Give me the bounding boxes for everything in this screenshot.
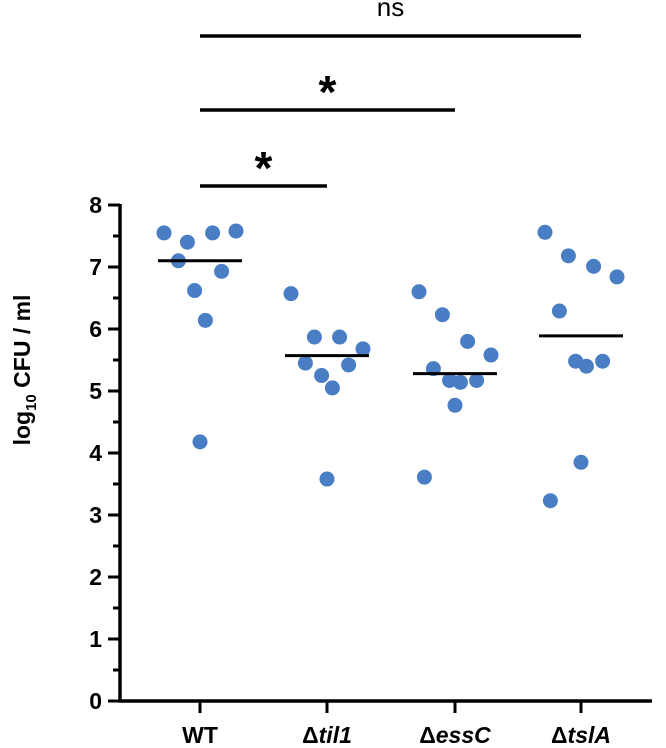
- y-tick-label: 6: [89, 316, 102, 342]
- data-point: [469, 372, 485, 388]
- data-point: [324, 380, 340, 396]
- significance-label: ns: [377, 0, 404, 22]
- data-point: [573, 454, 589, 470]
- data-point: [411, 284, 427, 300]
- data-point: [156, 225, 172, 241]
- y-tick-label: 4: [89, 440, 102, 466]
- data-point: [434, 307, 450, 323]
- y-tick-label: 5: [89, 378, 102, 404]
- x-category-label: ΔessC: [419, 722, 491, 748]
- data-point: [452, 374, 468, 390]
- y-tick-label: 0: [89, 688, 102, 714]
- significance-label: *: [319, 66, 337, 118]
- data-point: [483, 347, 499, 363]
- data-point: [319, 471, 335, 487]
- data-point: [187, 283, 203, 299]
- y-tick-label: 7: [89, 254, 102, 280]
- y-tick-label: 8: [89, 192, 102, 218]
- y-tick-label: 3: [89, 502, 102, 528]
- y-axis: 0 1 2 3 4 5 6 7 8: [89, 192, 652, 714]
- data-point: [297, 355, 313, 371]
- data-point: [192, 434, 208, 450]
- y-axis-label-sub: 10: [23, 394, 40, 411]
- data-point: [542, 493, 558, 509]
- data-point: [537, 224, 553, 240]
- data-point: [283, 286, 299, 302]
- data-point: [595, 353, 611, 369]
- y-axis-label: log10 CFU / ml: [9, 295, 40, 446]
- data-point: [306, 329, 322, 345]
- y-axis-label-main: log: [9, 411, 35, 446]
- y-axis-label-rest: CFU / ml: [9, 295, 35, 395]
- x-category-label: Δtil1: [302, 722, 352, 748]
- data-point: [332, 329, 348, 345]
- data-point: [578, 358, 594, 374]
- data-point: [609, 269, 625, 285]
- data-point: [447, 397, 463, 413]
- significance-brackets: ns * *: [200, 0, 581, 194]
- y-tick-label: 1: [89, 626, 102, 652]
- data-point: [214, 263, 230, 279]
- data-point: [355, 341, 371, 357]
- y-tick-label: 2: [89, 564, 102, 590]
- x-axis-categories: WT Δtil1 ΔessC ΔtslA: [182, 722, 611, 748]
- data-point: [197, 312, 213, 328]
- data-point: [586, 258, 602, 274]
- data-point: [228, 223, 244, 239]
- data-point: [205, 225, 221, 241]
- x-category-label: ΔtslA: [551, 722, 611, 748]
- data-point: [341, 357, 357, 373]
- data-point: [179, 234, 195, 250]
- data-points: [156, 223, 625, 509]
- x-category-label: WT: [182, 722, 218, 748]
- data-point: [460, 333, 476, 349]
- data-point: [551, 303, 567, 319]
- significance-label: *: [255, 142, 273, 194]
- data-point: [314, 368, 330, 383]
- median-lines: [158, 259, 623, 376]
- data-point: [416, 469, 432, 485]
- data-point: [560, 248, 576, 264]
